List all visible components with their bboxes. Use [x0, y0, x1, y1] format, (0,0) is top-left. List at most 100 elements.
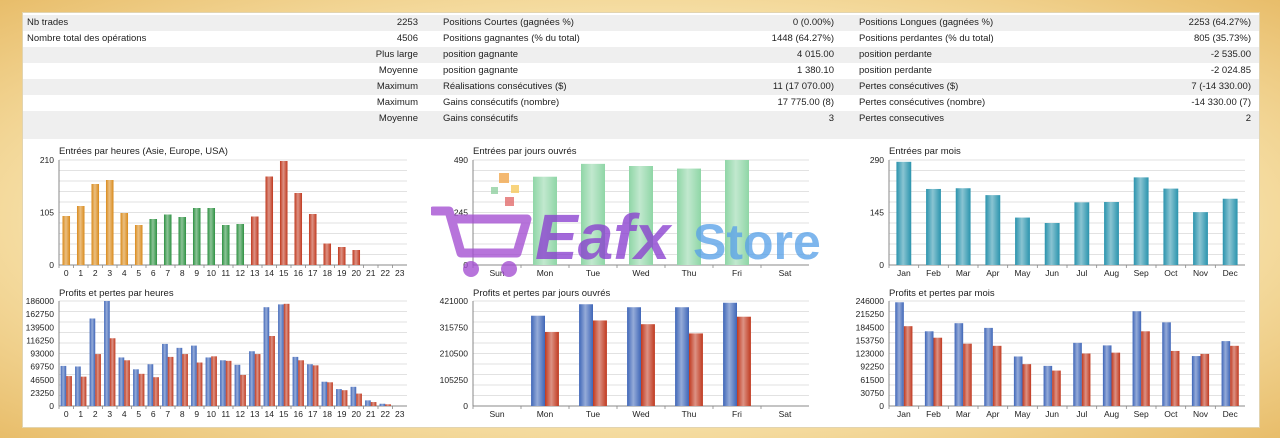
x-tick-label: Sat	[779, 409, 792, 419]
x-tick-label: Jan	[897, 268, 911, 278]
x-tick-label: 19	[337, 268, 347, 278]
bar	[1133, 177, 1149, 265]
bar	[236, 224, 245, 265]
y-tick-label: 30750	[860, 388, 884, 398]
stat-label: Positions Courtes (gagnées %)	[443, 17, 574, 28]
bar	[1222, 198, 1238, 265]
x-tick-label: 11	[221, 268, 230, 278]
bar-pertes	[225, 360, 232, 406]
bar-profits	[1013, 356, 1023, 406]
bar-pertes	[153, 377, 159, 406]
stat-value: 4506	[396, 33, 418, 44]
bar-pertes	[1230, 345, 1239, 406]
x-tick-label: Jul	[1076, 409, 1087, 419]
y-tick-label: 421000	[440, 296, 469, 306]
y-tick-label: 0	[463, 401, 468, 411]
y-tick-label: 23250	[30, 388, 54, 398]
x-tick-label: 19	[337, 409, 347, 419]
bar-pertes	[385, 404, 391, 406]
x-tick-label: 8	[180, 268, 185, 278]
x-tick-label: 3	[107, 409, 112, 419]
bar-profits	[147, 364, 154, 406]
stat-label: Gains consécutifs	[443, 113, 518, 124]
x-tick-label: Feb	[926, 268, 941, 278]
bar-profits	[249, 351, 255, 406]
stat-value: Maximum	[376, 81, 418, 92]
stat-value: -2 535.00	[1210, 49, 1251, 60]
bar	[1044, 223, 1060, 265]
x-tick-label: Apr	[986, 268, 999, 278]
stat-label: Pertes consécutives ($)	[859, 81, 959, 92]
bar-profits	[350, 386, 357, 406]
x-tick-label: Apr	[986, 409, 999, 419]
bar-profits	[263, 307, 270, 406]
bar-profits	[984, 327, 993, 406]
y-tick-label: 162750	[26, 309, 55, 319]
bar-pertes	[327, 382, 333, 406]
x-tick-label: 5	[136, 409, 141, 419]
x-tick-label: 0	[64, 268, 69, 278]
stat-value: -2 024.85	[1210, 65, 1251, 76]
stat-value: 17 775.00 (8)	[777, 97, 834, 108]
bar-profits	[133, 369, 139, 406]
bar	[677, 168, 701, 265]
y-tick-label: 290	[870, 155, 884, 165]
y-tick-label: 139500	[26, 322, 55, 332]
y-tick-label: 93000	[30, 349, 54, 359]
x-tick-label: 10	[207, 409, 217, 419]
x-tick-label: 9	[194, 268, 199, 278]
bar-profits	[307, 364, 313, 406]
chart-title: Entrées par mois	[889, 146, 961, 157]
bar-pertes	[356, 393, 362, 406]
x-tick-label: 6	[151, 409, 156, 419]
bar-profits	[1221, 341, 1231, 406]
x-tick-label: 18	[323, 268, 333, 278]
x-tick-label: 16	[294, 409, 304, 419]
x-tick-label: Sep	[1134, 268, 1149, 278]
x-tick-label: 2	[93, 409, 98, 419]
bar-pertes	[689, 333, 703, 406]
x-tick-label: Oct	[1164, 268, 1178, 278]
bar	[279, 161, 288, 265]
bar-pertes	[80, 376, 87, 406]
y-tick-label: 245	[454, 208, 468, 218]
bar-pertes	[641, 324, 655, 406]
x-tick-label: 21	[366, 409, 376, 419]
bar	[207, 208, 216, 265]
x-tick-label: Mon	[537, 268, 554, 278]
y-tick-label: 0	[463, 260, 468, 270]
stat-value: 3	[828, 113, 834, 124]
stat-value: -14 330.00 (7)	[1191, 97, 1251, 108]
bar-profits	[60, 365, 67, 406]
bar-profits	[1073, 342, 1082, 406]
bar-pertes	[963, 343, 972, 406]
x-tick-label: 15	[279, 268, 289, 278]
x-tick-label: 1	[78, 409, 83, 419]
x-tick-label: 14	[265, 409, 275, 419]
stats-row: Moyenne position gagnante 1 380.10 posit…	[23, 63, 1259, 79]
x-tick-label: Sat	[779, 268, 792, 278]
chart-title: Entrées par heures (Asie, Europe, USA)	[59, 146, 228, 157]
x-tick-label: Dec	[1223, 409, 1239, 419]
x-tick-label: Aug	[1104, 409, 1119, 419]
bar-profits	[579, 304, 593, 406]
chart-4: Profits et pertes par heures186000162750…	[26, 288, 407, 419]
x-tick-label: Fri	[732, 409, 742, 419]
x-tick-label: 22	[381, 268, 391, 278]
stat-label: Nb trades	[27, 17, 69, 28]
bar	[91, 184, 100, 265]
bar	[1163, 188, 1179, 265]
stats-row: Maximum Gains consécutifs (nombre) 17 77…	[23, 95, 1259, 111]
bar-pertes	[312, 365, 319, 406]
bar-pertes	[211, 356, 217, 406]
y-tick-label: 0	[879, 260, 884, 270]
y-tick-label: 215250	[856, 309, 885, 319]
y-tick-label: 0	[49, 401, 54, 411]
separator-band	[23, 127, 1259, 139]
x-tick-label: 20	[352, 268, 362, 278]
bar-profits	[104, 301, 110, 406]
x-tick-label: 16	[294, 268, 304, 278]
x-tick-label: 23	[395, 268, 405, 278]
bar-profits	[1043, 365, 1053, 406]
bar	[1104, 202, 1119, 265]
